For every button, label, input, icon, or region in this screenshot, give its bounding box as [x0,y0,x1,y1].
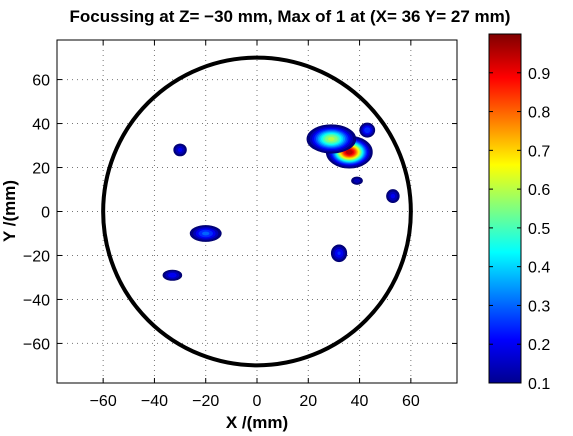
contour-level [390,193,396,199]
x-tick-label: 20 [299,393,317,410]
y-axis-ticks: −60 −40 −20 0 20 40 60 [23,73,457,353]
contour-level [168,272,177,278]
y-tick-label: 60 [32,73,50,90]
y-tick-label: −40 [23,292,50,309]
contour-level [177,147,183,153]
contour-level [202,231,210,236]
contour-level [364,127,371,134]
x-tick-label: 0 [253,393,262,410]
x-tick-label: −40 [141,393,168,410]
chart-title: Focussing at Z= −30 mm, Max of 1 at (X= … [70,7,511,26]
contour-level [328,137,335,141]
y-tick-label: −20 [23,248,50,265]
y-axis-label: Y /(mm) [0,180,19,242]
x-tick-label: −20 [192,393,219,410]
colorbar-gradient [488,33,522,384]
y-tick-label: 20 [32,161,50,178]
plot-area: −60 −40 −20 0 20 40 60 −60 −40 −20 0 20 40 60 [23,39,458,410]
hotspot [386,189,400,204]
hotspot [306,124,357,154]
x-tick-label: 60 [402,393,420,410]
colorbar-ticks: 0.1 0.2 0.3 0.4 0.5 0.6 0.7 0.8 0.9 [489,66,550,393]
y-tick-label: −60 [23,336,50,353]
hotspot [330,244,348,263]
contour-level [345,149,353,155]
hotspot [162,269,183,281]
y-tick-label: 0 [41,205,50,222]
contour-level [353,178,361,183]
colorbar-tick-label: 0.9 [528,66,550,83]
colorbar-tick-label: 0.6 [528,182,550,199]
x-tick-label: −60 [90,393,117,410]
hotspot [189,225,222,242]
boundary-circle [101,55,413,368]
colorbar-tick-label: 0.7 [528,143,550,160]
y-tick-label: 40 [32,117,50,134]
intensity-contours [162,122,400,281]
colorbar-tick-label: 0.1 [528,376,550,393]
x-tick-label: 40 [351,393,369,410]
colorbar-tick-label: 0.4 [528,260,550,277]
x-axis-ticks: −60 −40 −20 0 20 40 60 [90,40,420,410]
colorbar-tick-label: 0.8 [528,105,550,122]
colorbar-tick-label: 0.5 [528,221,550,238]
hotspot [173,143,187,157]
hotspot [359,122,376,138]
x-axis-label: X /(mm) [226,413,288,432]
colorbar-tick-label: 0.3 [528,298,550,315]
contour-level [337,251,341,255]
colorbar-tick-label: 0.2 [528,337,550,354]
grid [57,40,457,383]
colorbar: 0.1 0.2 0.3 0.4 0.5 0.6 0.7 0.8 0.9 [488,33,550,393]
hotspot [351,176,363,185]
